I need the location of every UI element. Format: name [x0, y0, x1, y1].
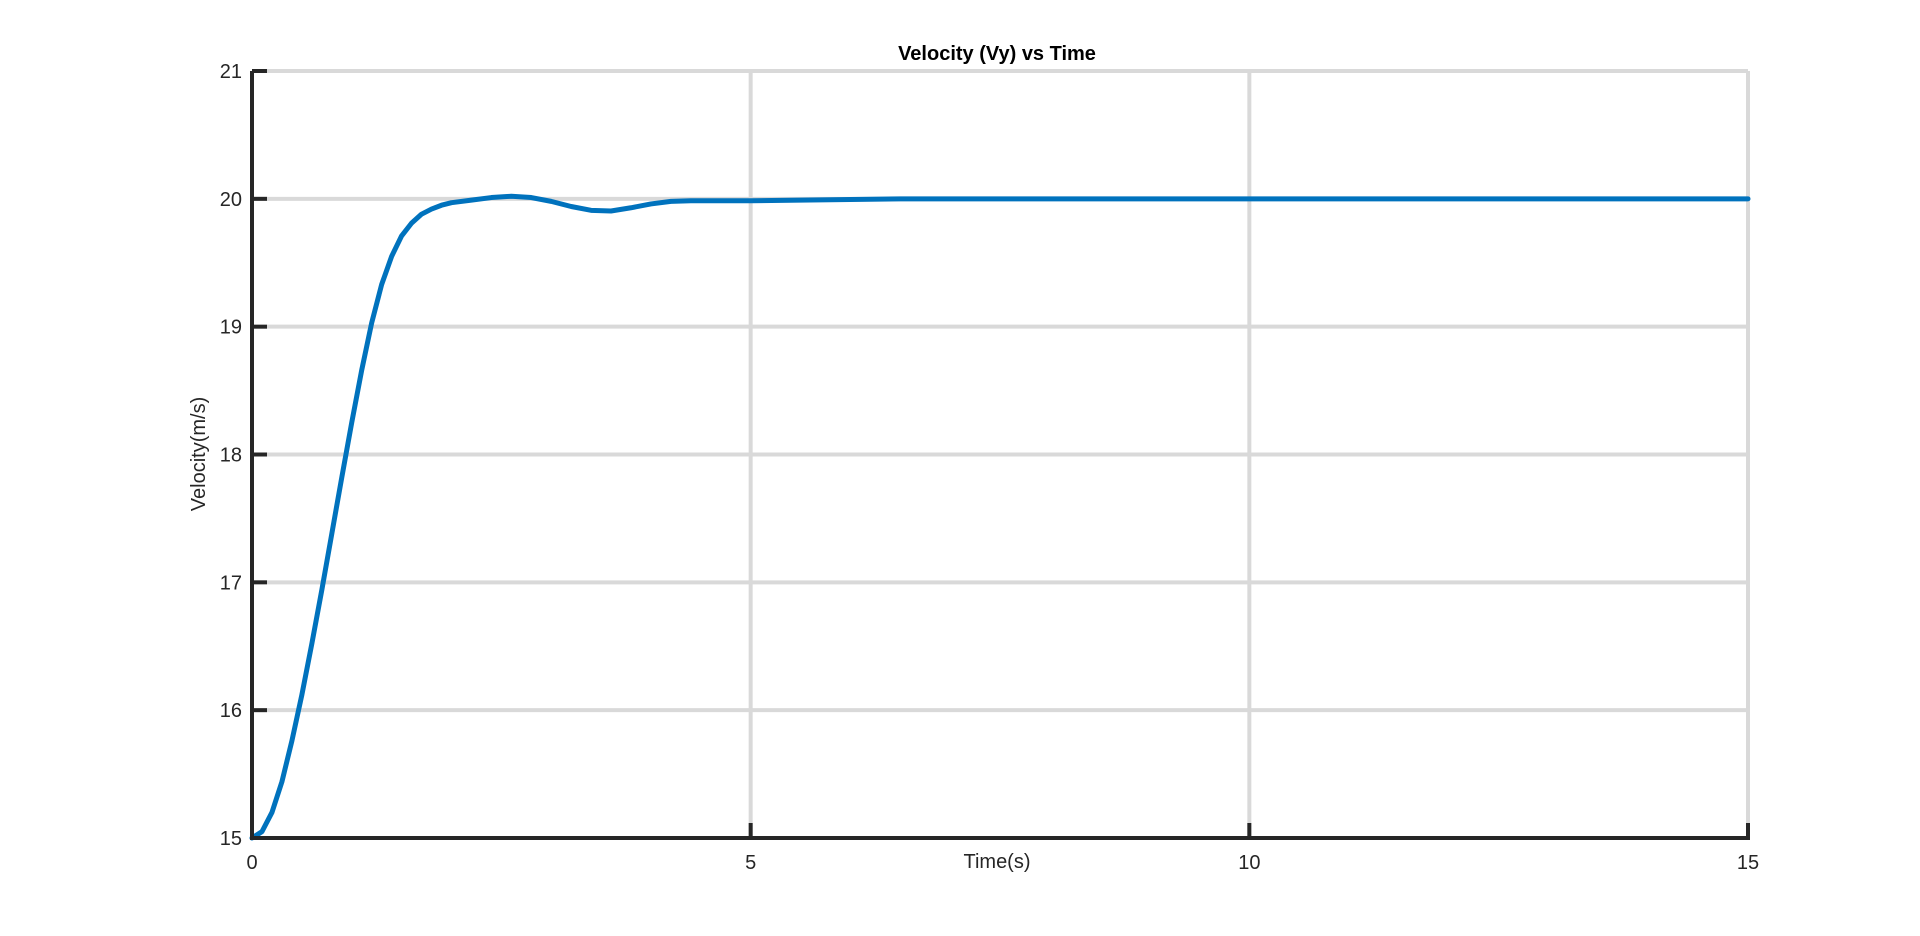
y-axis-label: Velocity(m/s)	[188, 397, 210, 511]
y-tick-label: 20	[220, 189, 242, 211]
y-tick-label: 18	[220, 445, 242, 467]
grid-lines	[250, 69, 1750, 840]
y-tick-label: 15	[220, 828, 242, 850]
y-tick-label: 16	[220, 700, 242, 722]
chart-title: Velocity (Vy) vs Time	[898, 43, 1096, 65]
y-tick-label: 17	[220, 572, 242, 594]
y-tick-label: 21	[220, 61, 242, 83]
velocity-series-line	[249, 193, 1751, 841]
tick-labels: 0 5 10 15 15 16 17 18 19 20 21	[220, 61, 1759, 874]
x-tick-label: 0	[246, 852, 257, 874]
series-layer	[249, 193, 1751, 841]
x-axis-label: Time(s)	[963, 851, 1030, 873]
y-tick-label: 19	[220, 317, 242, 339]
x-tick-label: 5	[745, 852, 756, 874]
axes	[250, 69, 1750, 840]
x-tick-label: 15	[1737, 852, 1759, 874]
x-tick-label: 10	[1238, 852, 1260, 874]
